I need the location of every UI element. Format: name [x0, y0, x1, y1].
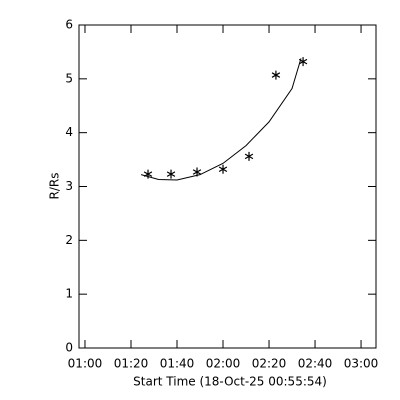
x-tick-label: 02:20: [252, 357, 287, 371]
data-point: [218, 164, 228, 174]
data-point: [244, 151, 254, 161]
y-tick-label: 5: [65, 71, 73, 85]
y-tick-label: 4: [65, 125, 73, 139]
y-axis-label: R/Rs: [48, 173, 62, 200]
fit-line: [140, 58, 302, 181]
x-tick-label: 01:00: [68, 357, 103, 371]
x-tick-label: 02:00: [206, 357, 241, 371]
x-tick-label: 02:40: [298, 357, 333, 371]
x-tick-label: 03:00: [344, 357, 379, 371]
x-tick-label: 01:40: [160, 357, 195, 371]
data-point: [166, 169, 176, 179]
y-tick-label: 2: [65, 233, 73, 247]
data-point: [271, 70, 281, 80]
x-axis-label: Start Time (18-Oct-25 00:55:54): [133, 375, 327, 389]
plot-frame: [78, 24, 377, 349]
y-tick-label: 3: [65, 179, 73, 193]
x-tick-label: 01:20: [114, 357, 149, 371]
y-tick-label: 0: [65, 341, 73, 355]
y-tick-label: 6: [65, 18, 73, 32]
y-tick-label: 1: [65, 287, 73, 301]
